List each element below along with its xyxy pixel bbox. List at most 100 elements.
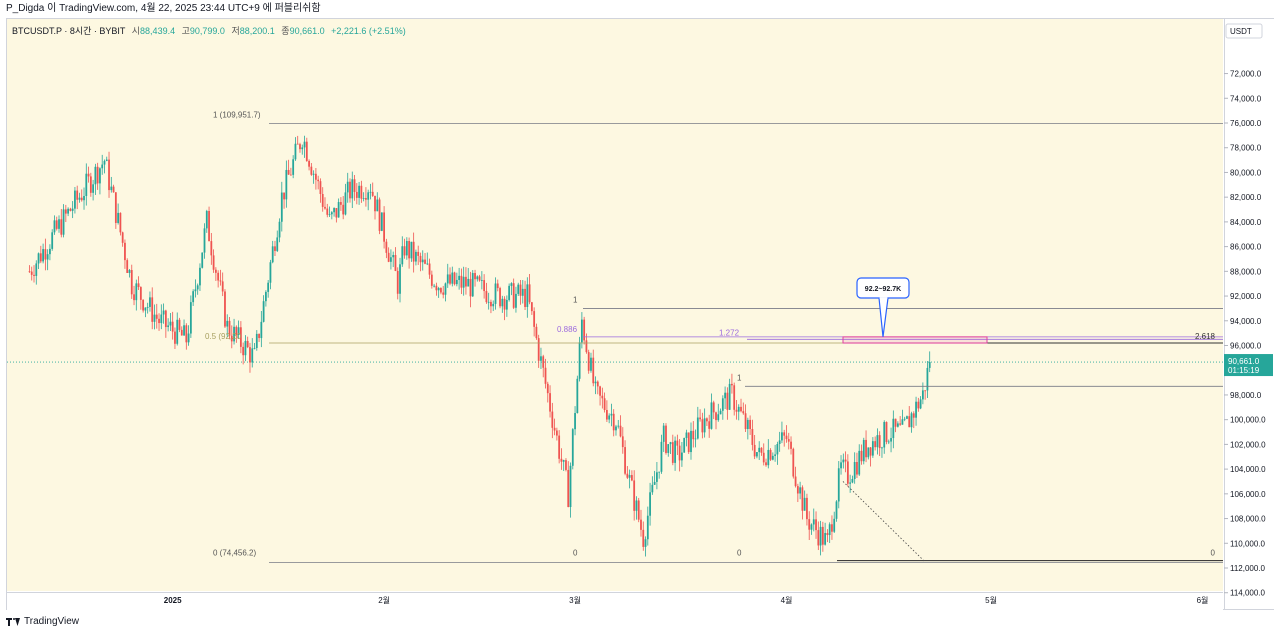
candle-body [137, 283, 140, 288]
candle-body [578, 342, 581, 379]
candle-body [335, 208, 338, 218]
price-tick-label: 74,000.0 [1230, 94, 1262, 103]
candle-body [715, 412, 717, 421]
candle-body [421, 259, 424, 263]
candle-body [640, 519, 642, 530]
candle-body [353, 179, 356, 192]
price-tick-label: 84,000.0 [1230, 218, 1262, 227]
candle-body [828, 524, 831, 536]
fib-label-05: 0.5 (92,20 [205, 332, 242, 341]
candle-body [401, 246, 404, 265]
candle-body [499, 288, 501, 307]
candle-body [524, 288, 526, 307]
time-axis-label: 2월 [378, 595, 390, 605]
candle-body [474, 273, 476, 280]
candle-body [692, 430, 695, 440]
candle-body [380, 212, 383, 231]
candle-body [706, 418, 708, 422]
candle-body [635, 500, 638, 511]
candle-body [878, 435, 881, 449]
candle-body [244, 340, 247, 356]
candle-body [442, 292, 445, 295]
candle-body [687, 432, 690, 453]
candle-body [308, 160, 310, 167]
candle-body [167, 325, 170, 328]
candle-body [153, 314, 156, 322]
candle-body [778, 440, 781, 445]
candle-body [262, 301, 265, 322]
candle-body [446, 274, 449, 284]
candle-body [403, 246, 406, 256]
candle-body [924, 390, 927, 392]
candle-body [476, 276, 479, 280]
price-axis[interactable] [1224, 19, 1275, 609]
level-label-0886: 0.886 [557, 325, 578, 334]
plot-area[interactable] [7, 19, 1223, 591]
candle-body [408, 241, 411, 259]
candle-body [696, 417, 699, 439]
high-value: 90,799.0 [189, 26, 225, 36]
candle-body [856, 462, 858, 475]
candle-body [753, 444, 756, 457]
candle-body [610, 413, 613, 416]
chart-container[interactable]: USDT 114,000.0 112,000.0 110,000.0 108,000.0… [6, 18, 1275, 610]
candle-body [255, 333, 258, 348]
candle-body [44, 249, 47, 260]
price-tick-label: 96,000.0 [1230, 342, 1262, 351]
candle-body [242, 346, 245, 356]
candle-body [894, 418, 897, 427]
candle-body [767, 449, 770, 466]
candle-body [226, 320, 229, 327]
candle-body [737, 406, 740, 412]
candle-body [412, 241, 415, 262]
level-label-1272: 1.272 [719, 328, 740, 337]
candle-body [703, 418, 706, 433]
candle-body [251, 348, 254, 363]
candle-body [585, 340, 588, 353]
candle-body [501, 298, 504, 307]
candle-body [92, 184, 95, 193]
tradingview-logo-icon [6, 618, 20, 626]
candle-body [330, 212, 333, 215]
candle-body [560, 458, 563, 462]
candle-body [183, 325, 185, 336]
candle-body [840, 462, 842, 469]
candle-body [142, 299, 145, 311]
candle-body [278, 221, 281, 238]
high-label: 고 [181, 26, 190, 36]
candle-body [669, 442, 672, 445]
symbol-legend: BTCUSDT.P · 8시간 · BYBIT 시88,439.4 고90,79… [12, 24, 406, 37]
candle-body [176, 319, 179, 344]
price-tick-label: 110,000.0 [1230, 539, 1266, 548]
candle-body [665, 425, 667, 453]
candle-body [851, 479, 854, 483]
candle-body [187, 333, 190, 343]
candle-body [694, 438, 697, 440]
candle-body [726, 392, 729, 410]
candle-body [453, 272, 456, 285]
candle-body [144, 307, 147, 311]
candle-body [721, 398, 724, 411]
time-axis[interactable] [7, 592, 1223, 610]
candle-body [33, 274, 35, 276]
callout-text: 92.2~92.7K [865, 286, 901, 293]
candle-body [89, 176, 92, 193]
candlestick-chart[interactable]: USDT 114,000.0 112,000.0 110,000.0 108,000.0… [7, 19, 1273, 609]
candle-body [217, 272, 220, 281]
candle-body [512, 283, 515, 308]
candle-body [615, 426, 617, 431]
candle-body [683, 437, 686, 453]
candle-body [124, 242, 126, 261]
footer-brand[interactable]: TradingView [24, 616, 80, 627]
candle-body [651, 484, 654, 493]
candle-body [860, 450, 863, 462]
candle-body [626, 473, 629, 478]
symbol-name[interactable]: BTCUSDT.P · 8시간 · BYBIT [12, 26, 126, 36]
candle-body [158, 318, 160, 324]
candle-body [667, 444, 670, 453]
candle-body [319, 181, 322, 195]
candle-body [887, 441, 890, 443]
level-label-1a: 1 [573, 295, 578, 304]
candle-body [567, 469, 570, 508]
candle-body [519, 284, 522, 296]
